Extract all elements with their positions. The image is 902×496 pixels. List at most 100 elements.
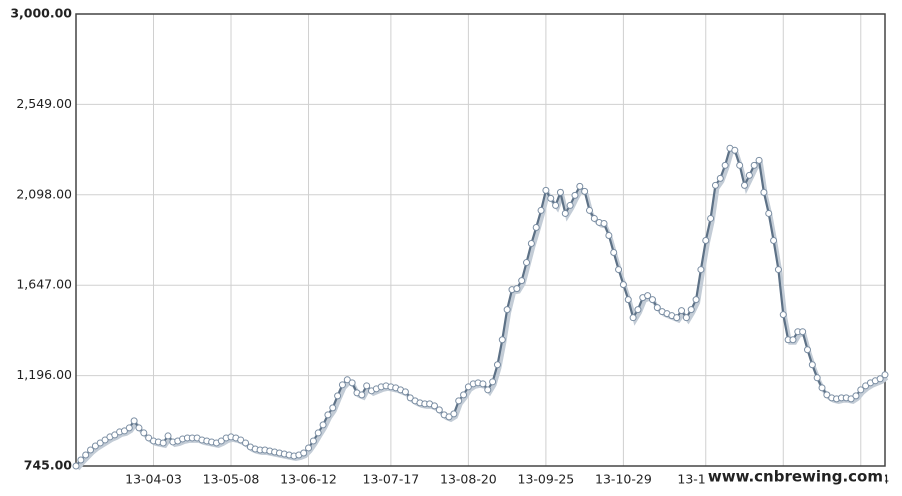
point <box>741 181 749 189</box>
point <box>319 421 327 429</box>
x-tick-label: 13-10-29 <box>595 472 652 487</box>
point <box>707 214 715 222</box>
point <box>615 266 623 274</box>
point <box>600 219 608 227</box>
point <box>711 181 719 189</box>
point <box>329 404 337 412</box>
point <box>358 391 366 399</box>
point <box>348 379 356 387</box>
point <box>648 296 656 304</box>
point <box>217 437 225 445</box>
point <box>619 281 627 289</box>
x-tick-label: 13-06-12 <box>280 472 337 487</box>
point <box>537 206 545 214</box>
point <box>644 292 652 300</box>
point <box>489 378 497 386</box>
point <box>518 277 526 285</box>
x-tick-label: 13-05-08 <box>203 472 260 487</box>
point <box>736 161 744 169</box>
y-tick-label: 1,647.00 <box>16 277 72 292</box>
point <box>101 436 109 444</box>
point <box>590 214 598 222</box>
point <box>338 381 346 389</box>
point <box>334 392 342 400</box>
point <box>430 402 438 410</box>
y-tick-label: 1,196.00 <box>16 367 72 382</box>
point <box>765 209 773 217</box>
point <box>857 386 865 394</box>
point <box>682 314 690 322</box>
point <box>91 442 99 450</box>
point <box>305 444 313 452</box>
point <box>876 375 884 383</box>
point <box>852 392 860 400</box>
point <box>324 411 332 419</box>
point <box>799 328 807 336</box>
point <box>571 191 579 199</box>
point <box>605 231 613 239</box>
point <box>823 391 831 399</box>
point <box>808 361 816 369</box>
point <box>697 266 705 274</box>
point <box>135 424 143 432</box>
y-tick-label: 2,098.00 <box>16 186 72 201</box>
point <box>585 206 593 214</box>
point <box>556 188 564 196</box>
point <box>111 431 119 439</box>
point <box>125 424 133 432</box>
point <box>692 296 700 304</box>
point <box>343 376 351 384</box>
point <box>770 237 778 245</box>
point <box>493 361 501 369</box>
point <box>523 259 531 267</box>
watermark: www.cnbrewing.com <box>708 468 883 486</box>
point <box>145 434 153 442</box>
point <box>140 429 148 437</box>
point <box>755 156 763 164</box>
point <box>702 237 710 245</box>
point <box>464 383 472 391</box>
point <box>130 417 138 425</box>
point <box>455 397 463 405</box>
point <box>552 201 560 209</box>
point <box>610 249 618 257</box>
point <box>159 439 167 447</box>
point <box>87 446 95 454</box>
y-tick-label: 2,549.00 <box>16 96 72 111</box>
point <box>498 336 506 344</box>
point <box>687 306 695 314</box>
y-tick-label: 3,000.00 <box>10 6 72 21</box>
point <box>721 161 729 169</box>
point <box>774 266 782 274</box>
plot-border <box>75 13 886 467</box>
point <box>363 382 371 390</box>
point <box>653 304 661 312</box>
point <box>862 382 870 390</box>
point <box>818 384 826 392</box>
point <box>237 436 245 444</box>
point <box>581 187 589 195</box>
point <box>566 201 574 209</box>
point <box>242 439 250 447</box>
point <box>460 391 468 399</box>
point <box>484 386 492 394</box>
point <box>547 194 555 202</box>
point <box>314 429 322 437</box>
point <box>779 311 787 319</box>
point <box>803 346 811 354</box>
point <box>881 371 889 379</box>
y-tick-label: 745.00 <box>24 458 73 473</box>
point <box>96 439 104 447</box>
x-tick-label: 13-04-03 <box>125 472 182 487</box>
point <box>513 285 521 293</box>
point <box>435 406 443 414</box>
point <box>750 161 758 169</box>
point <box>634 306 642 314</box>
point <box>745 171 753 179</box>
point <box>503 306 511 314</box>
point <box>561 209 569 217</box>
point <box>120 427 128 435</box>
point <box>401 388 409 396</box>
point <box>77 456 85 464</box>
